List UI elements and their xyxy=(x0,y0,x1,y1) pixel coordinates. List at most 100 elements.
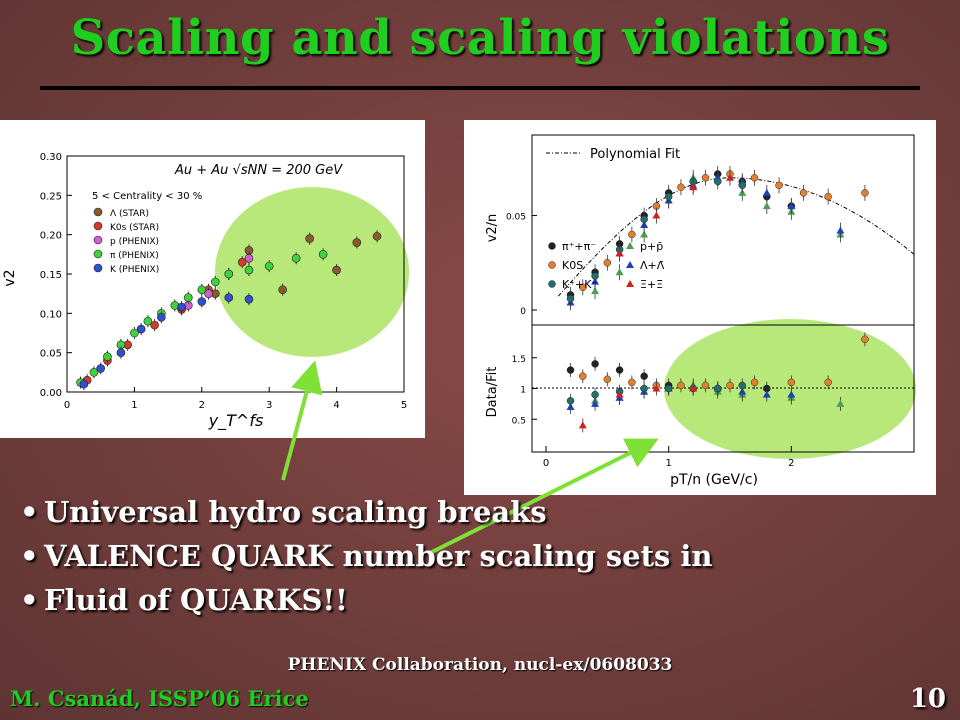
arrow-to-left-chart xyxy=(281,360,323,481)
data-point xyxy=(626,261,634,268)
data-point xyxy=(726,381,734,390)
data-point xyxy=(615,366,624,374)
y-tick-label: 0.20 xyxy=(40,231,62,242)
x-tick-label: 0 xyxy=(64,400,70,411)
bullet-item: • Fluid of QUARKS!! xyxy=(20,583,348,617)
data-point xyxy=(738,181,747,190)
data-point xyxy=(713,384,722,393)
data-point xyxy=(278,285,287,295)
data-point xyxy=(701,381,710,390)
data-point xyxy=(861,335,869,344)
data-point xyxy=(750,378,759,387)
data-points-ratio xyxy=(566,332,869,433)
legend-marker xyxy=(93,249,103,259)
tick-labels: 0 1 2 3 4 5 0.00 0.05 0.10 0.15 0.20 0.25 0.30 xyxy=(40,152,407,411)
bullet-item: • Universal hydro scaling breaks xyxy=(20,495,547,529)
data-point xyxy=(787,378,796,387)
chart-right-panel: 0 1 2 0 0.05 0.5 1 1.5 Polynomial Fit v2/n Data… xyxy=(464,120,936,495)
footer-author: M. Csanád, ISSP’06 Erice xyxy=(10,686,309,711)
data-point xyxy=(640,215,648,224)
y-tick-label: 0.00 xyxy=(40,388,62,399)
data-point xyxy=(237,257,247,267)
data-point xyxy=(726,173,734,181)
data-point xyxy=(738,381,747,390)
data-point xyxy=(578,421,587,429)
data-point xyxy=(787,202,796,210)
legend-label: Λ (STAR) xyxy=(110,209,149,219)
energy-annotation: Au + Au √sNN = 200 GeV xyxy=(174,163,343,178)
data-point xyxy=(591,360,599,368)
title-underline xyxy=(40,86,920,90)
data-point xyxy=(640,384,648,393)
y-tick-label: 0.15 xyxy=(40,270,62,281)
data-point xyxy=(787,390,796,398)
data-point xyxy=(566,366,575,374)
legend-label: K0s (STAR) xyxy=(110,223,159,233)
highlight-ellipse-right xyxy=(664,319,916,459)
data-point xyxy=(652,211,661,219)
data-point xyxy=(318,250,328,259)
data-point xyxy=(664,192,673,201)
data-point xyxy=(626,280,634,287)
x-tick-label: 4 xyxy=(333,400,339,411)
data-point xyxy=(626,242,634,249)
arrow-to-right-chart xyxy=(429,438,659,555)
data-point xyxy=(762,202,771,210)
slide-title: Scaling and scaling violations xyxy=(70,10,890,66)
legend-marker xyxy=(93,221,103,231)
data-point xyxy=(579,283,587,292)
x-tick-label: 1 xyxy=(131,400,137,411)
y-tick-label: 1.5 xyxy=(512,355,526,365)
data-point xyxy=(591,272,599,280)
data-point xyxy=(157,312,166,322)
data-point xyxy=(664,384,673,393)
data-point xyxy=(628,230,636,239)
y-axis-label-bottom: Data/Fit xyxy=(485,367,500,418)
y-tick-label: 0.10 xyxy=(40,309,62,320)
x-tick-label: 1 xyxy=(665,458,671,469)
data-point xyxy=(204,289,213,298)
legend-marker xyxy=(93,235,103,245)
tick-labels: 0 1 2 0 0.05 0.5 1 1.5 xyxy=(506,213,795,469)
data-point xyxy=(615,268,624,276)
data-point xyxy=(603,375,612,384)
data-point xyxy=(591,287,600,295)
data-point xyxy=(244,253,254,263)
data-point xyxy=(775,181,783,190)
x-axis-label: pT/n (GeV/c) xyxy=(670,472,758,488)
data-point xyxy=(244,265,254,275)
chart-right: 0 1 2 0 0.05 0.5 1 1.5 Polynomial Fit v2/n Data… xyxy=(485,134,916,488)
legend-label: K⁺+K⁻ xyxy=(562,278,597,291)
data-point xyxy=(89,368,99,377)
legend-marker xyxy=(93,207,103,217)
data-point xyxy=(332,265,341,275)
data-point xyxy=(372,231,382,241)
data-point xyxy=(210,277,220,287)
data-point xyxy=(130,328,139,338)
data-point xyxy=(750,174,759,182)
credit-line: PHENIX Collaboration, nucl-ex/0608033 xyxy=(287,655,673,675)
chart-left-panel: 0 1 2 3 4 5 0.00 0.05 0.10 0.15 0.20 0.25 0.30 v2 y_… xyxy=(0,120,425,438)
data-point xyxy=(689,384,698,392)
data-point xyxy=(224,269,234,279)
data-point xyxy=(291,253,301,263)
x-tick-label: 0 xyxy=(543,458,549,469)
x-tick-label: 5 xyxy=(401,400,407,411)
y-tick-label: 1 xyxy=(520,386,526,396)
x-tick-label: 3 xyxy=(266,400,272,411)
polynomial-fit-curve xyxy=(557,177,915,297)
data-point xyxy=(652,384,661,392)
data-points-top xyxy=(566,166,869,311)
data-point xyxy=(824,192,832,201)
data-point xyxy=(762,188,771,196)
data-point xyxy=(143,316,153,326)
bullet-item: • VALENCE QUARK number scaling sets in xyxy=(20,539,713,573)
data-point xyxy=(861,189,869,197)
data-point xyxy=(615,390,624,398)
data-point xyxy=(224,293,234,302)
data-point xyxy=(713,177,722,186)
data-point xyxy=(628,378,636,387)
data-point xyxy=(197,297,207,306)
data-point xyxy=(150,320,159,330)
